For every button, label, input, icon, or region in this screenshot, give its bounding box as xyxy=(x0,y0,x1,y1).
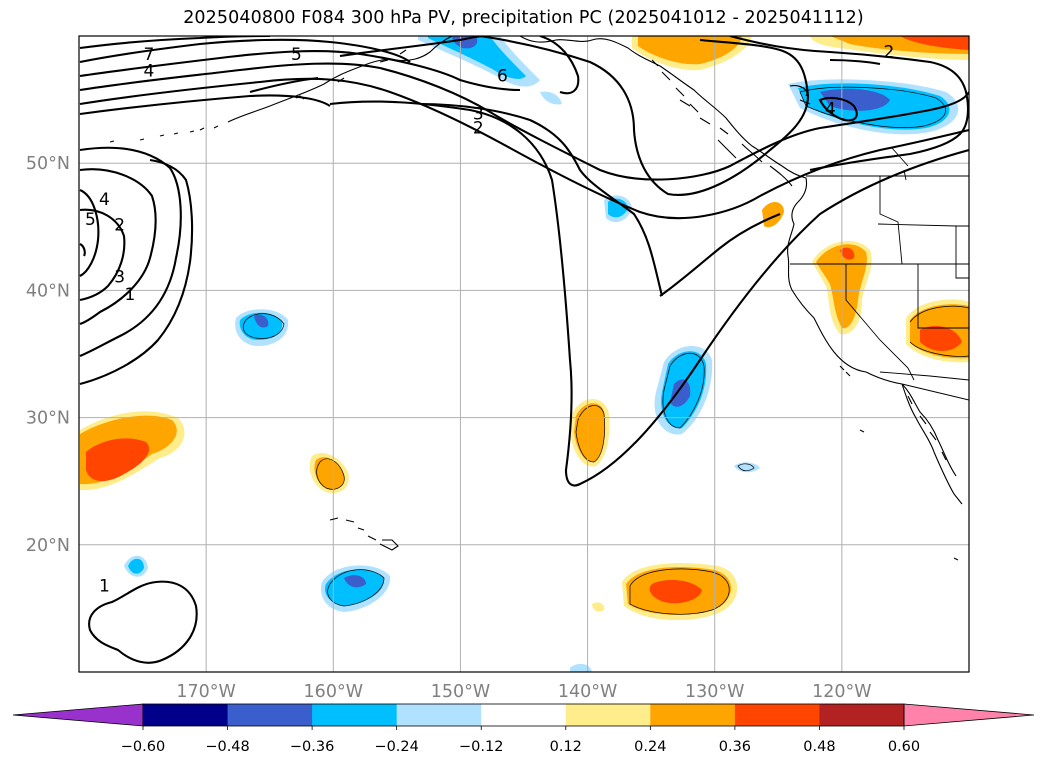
colorbar-segment xyxy=(481,704,567,726)
colorbar-segment xyxy=(143,704,229,726)
precip-region xyxy=(608,198,628,218)
colorbar: −0.60 −0.48 −0.36 −0.24 −0.12 0.12 0.24 0.36 0.4… xyxy=(12,703,1035,755)
contour-label: 6 xyxy=(497,66,508,86)
precip-region xyxy=(638,36,742,65)
colorbar-tick-label: −0.60 xyxy=(121,739,165,755)
precip-region xyxy=(86,438,150,482)
colorbar-tick-label: −0.12 xyxy=(459,739,503,755)
y-tick-label: 30°N xyxy=(26,409,70,429)
pv-contours xyxy=(79,36,969,664)
precip-region xyxy=(324,569,385,606)
precip-region xyxy=(920,326,962,352)
colorbar-segment xyxy=(819,704,905,726)
contour-label: 2 xyxy=(114,215,125,235)
colorbar-extend-low xyxy=(12,703,144,727)
map-frame xyxy=(78,35,970,673)
y-tick-label: 20°N xyxy=(26,536,70,556)
colorbar-segment xyxy=(227,704,313,726)
colorbar-segment xyxy=(312,704,398,726)
contour-label: 5 xyxy=(291,45,302,65)
colorbar-tick-label: 0.60 xyxy=(888,739,920,755)
borders xyxy=(790,147,969,401)
x-tick-label: 140°W xyxy=(558,682,617,702)
colorbar-tick-label: −0.24 xyxy=(374,739,418,755)
precip-region xyxy=(428,36,526,79)
precip-region xyxy=(344,575,366,588)
contour-label: 3 xyxy=(114,267,125,287)
colorbar-segment xyxy=(734,704,820,726)
colorbar-segment xyxy=(650,704,736,726)
contour-label: 3 xyxy=(473,105,484,125)
colorbar-segment xyxy=(396,704,482,726)
grid xyxy=(79,36,969,672)
precip-shading xyxy=(80,36,969,672)
colorbar-segment xyxy=(565,704,651,726)
precip-region xyxy=(540,91,562,105)
colorbar-tick-label: 0.24 xyxy=(634,739,666,755)
precip-region xyxy=(900,36,969,50)
x-tick-label: 170°W xyxy=(176,682,235,702)
contour-label: 1 xyxy=(99,577,110,597)
precip-region xyxy=(570,663,592,672)
colorbar-tick-label: 0.48 xyxy=(803,739,835,755)
contour-label: 4 xyxy=(99,190,110,210)
x-tick-label: 150°W xyxy=(431,682,490,702)
colorbar-extend-high xyxy=(903,703,1035,727)
contour-label: 5 xyxy=(85,210,96,230)
y-tick-label: 50°N xyxy=(26,154,70,174)
colorbar-tick-label: 0.36 xyxy=(719,739,751,755)
contour-label: 2 xyxy=(883,42,894,62)
contour-label: 7 xyxy=(144,45,155,65)
coastlines xyxy=(109,36,963,561)
precip-region xyxy=(649,580,702,604)
y-tick-label: 40°N xyxy=(26,281,70,301)
colorbar-tick-label: −0.36 xyxy=(290,739,334,755)
colorbar-frame xyxy=(142,703,905,727)
precip-region xyxy=(670,379,691,407)
contour-label: 4 xyxy=(825,100,836,120)
contour-label: 4 xyxy=(144,61,155,81)
precip-region xyxy=(762,201,784,228)
x-tick-label: 160°W xyxy=(304,682,363,702)
precip-region xyxy=(314,457,345,490)
precip-region xyxy=(254,314,269,328)
chart-title: 2025040800 F084 300 hPa PV, precipitatio… xyxy=(183,8,864,28)
precip-region xyxy=(820,88,890,111)
x-tick-label: 120°W xyxy=(812,682,871,702)
colorbar-tick-label: 0.12 xyxy=(550,739,582,755)
colorbar-tick-label: −0.48 xyxy=(205,739,249,755)
precip-region xyxy=(592,602,605,612)
y-axis: 20°N 30°N 40°N 50°N xyxy=(26,154,70,556)
x-tick-label: 130°W xyxy=(685,682,744,702)
precip-region xyxy=(128,558,144,574)
x-axis: 170°W 160°W 150°W 140°W 130°W 120°W xyxy=(176,682,871,702)
contour-label: 1 xyxy=(124,285,135,305)
precip-region xyxy=(840,247,855,260)
precip-region xyxy=(452,36,478,49)
contour-label: 2 xyxy=(473,119,484,139)
